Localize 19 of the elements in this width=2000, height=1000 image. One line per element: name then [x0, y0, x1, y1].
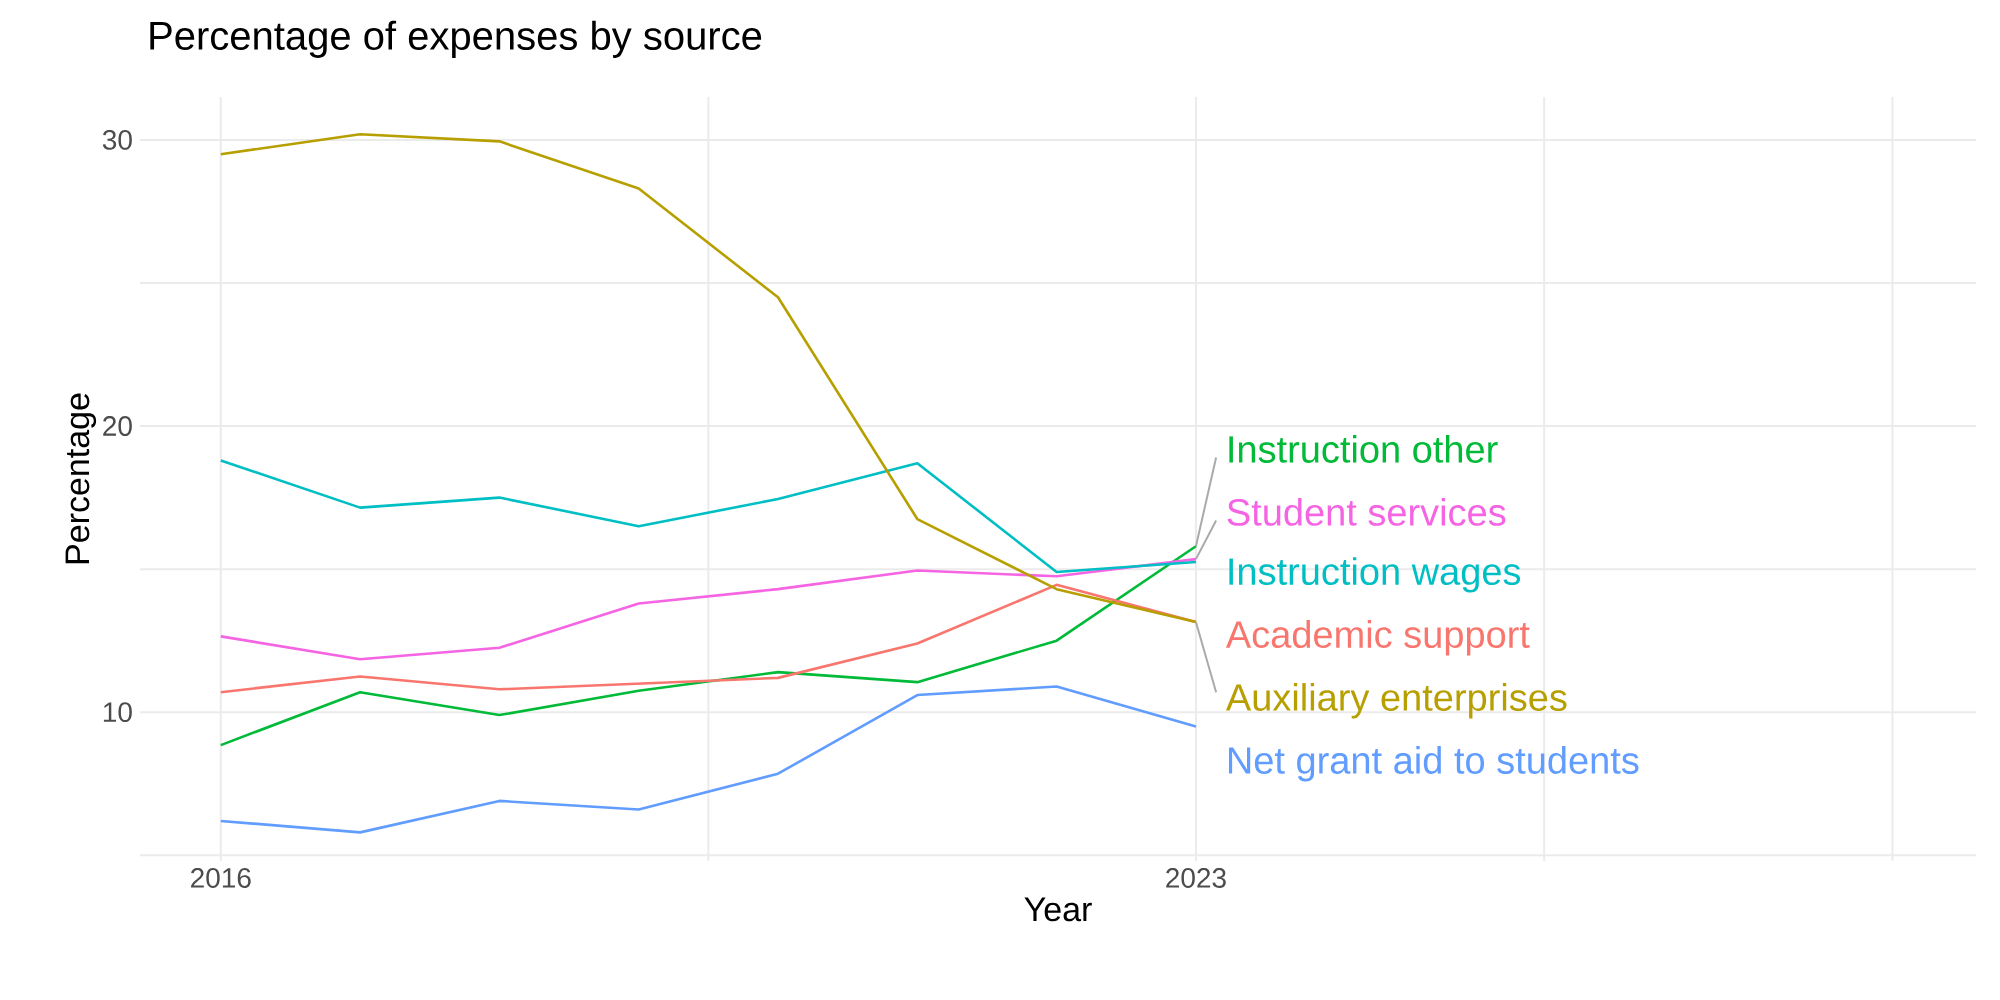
line-series: [219, 132, 1198, 624]
line-series: [219, 459, 1198, 574]
x-tick-label: 2023: [1166, 868, 1226, 888]
series-label: Academic support: [1225, 620, 1530, 656]
x-axis-title: Year: [1024, 897, 1092, 922]
y-axis-title: Percentage: [65, 393, 97, 564]
series-label: Student services: [1227, 497, 1506, 526]
series-label: Net grant aid to students: [1228, 746, 1639, 782]
y-tick-label: 30: [102, 129, 132, 150]
line-series: [219, 557, 1198, 661]
y-tick-label: 10: [103, 702, 132, 723]
y-tick-label: 20: [103, 416, 132, 436]
series-label: Auxiliary enterprises: [1225, 683, 1567, 719]
series-label: Instruction wages: [1229, 557, 1521, 593]
text: Instruction other: [1229, 434, 1498, 463]
line-series: [219, 685, 1198, 834]
chart-title: Percentage of expenses by source: [150, 20, 762, 58]
line-series: [219, 544, 1198, 747]
x-tick-label: 2016: [191, 868, 251, 888]
